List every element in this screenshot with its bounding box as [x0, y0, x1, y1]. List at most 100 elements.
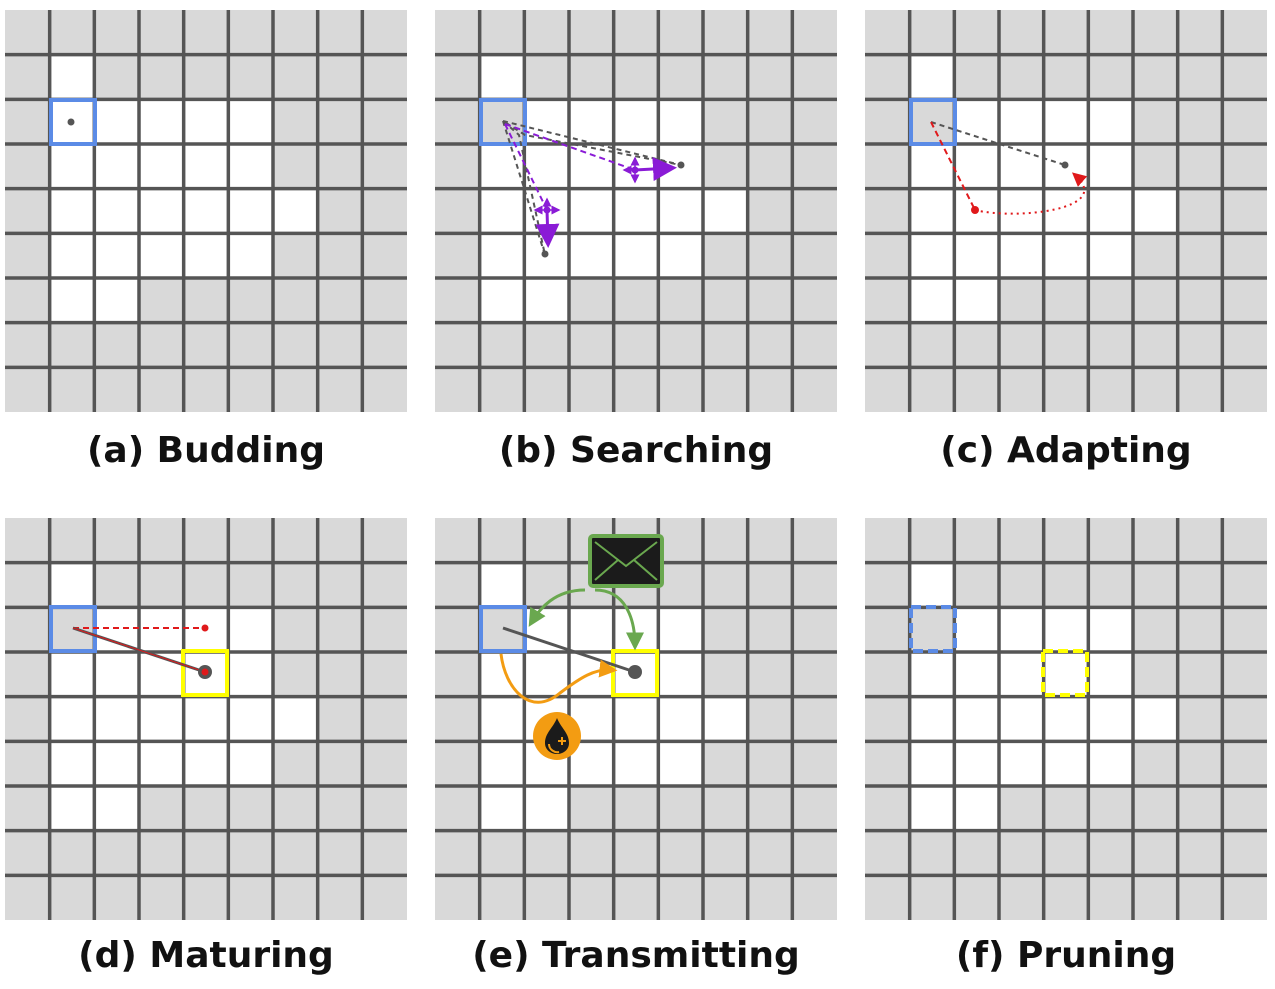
grid-cell: [703, 786, 748, 831]
pruned-target-highlight: [1041, 649, 1089, 697]
grid-cell: [273, 652, 318, 697]
grid-cell: [273, 696, 318, 742]
grid-cell: [139, 144, 184, 189]
grid-cell: [1222, 188, 1267, 234]
grid-cell: [435, 875, 480, 920]
grid-cell: [49, 696, 95, 742]
grid-cell: [954, 830, 999, 876]
grid-cell: [273, 188, 318, 234]
grid-cell: [703, 875, 748, 920]
grid-cell: [792, 99, 837, 144]
grid-cell: [792, 696, 837, 742]
grid-cell: [747, 741, 793, 786]
grid-cell: [658, 518, 703, 563]
grid-cell: [183, 696, 229, 742]
grid-cell: [999, 830, 1044, 876]
grid-cell: [1088, 367, 1133, 412]
grid-cell: [5, 830, 50, 876]
grid-cell: [183, 99, 229, 144]
grid-cell: [273, 562, 318, 608]
grid-cell: [1222, 233, 1267, 278]
grid-cell: [228, 188, 273, 234]
grid-cell: [362, 54, 407, 100]
grid-cell: [317, 54, 363, 100]
grid-cell: [94, 54, 139, 100]
grid-cell: [1043, 54, 1089, 100]
grid-cell: [747, 233, 793, 278]
grid-cell: [139, 99, 184, 144]
grid-cell: [5, 10, 50, 55]
grid-cell: [479, 278, 525, 323]
grid-cell: [435, 278, 480, 323]
grid-cell: [1133, 830, 1178, 876]
grid-cell: [865, 830, 910, 876]
grid-cell: [94, 562, 139, 608]
grid-cell: [999, 562, 1044, 608]
grid-cell: [317, 144, 363, 189]
grid-cell: [1177, 54, 1223, 100]
grid-cell: [569, 233, 614, 278]
grid-cell: [317, 830, 363, 876]
grid-cell: [658, 696, 703, 742]
grid-cell: [479, 875, 525, 920]
grid-cell: [865, 562, 910, 608]
grid-cell: [1088, 830, 1133, 876]
grid-cell: [1088, 10, 1133, 55]
grid-cell: [1088, 652, 1133, 697]
grid-cell: [183, 278, 229, 323]
grid-cell: [94, 875, 139, 920]
grid-cell: [792, 54, 837, 100]
grid-cell: [49, 652, 95, 697]
grid-cell: [747, 278, 793, 323]
grid-cell: [362, 278, 407, 323]
grid-cell: [909, 144, 955, 189]
grid-cell: [5, 518, 50, 563]
grid-cell: [49, 278, 95, 323]
soma-cell-highlight: [909, 98, 957, 146]
grid-cell: [658, 10, 703, 55]
grid-cell: [1088, 278, 1133, 323]
grid-cell: [94, 696, 139, 742]
grid-cell: [865, 607, 910, 652]
grid-cell: [1043, 786, 1089, 831]
grid-cell: [524, 367, 569, 412]
grid-cell: [362, 322, 407, 368]
grid-cell: [1043, 696, 1089, 742]
grid-cell: [139, 233, 184, 278]
grid-cell: [1088, 54, 1133, 100]
grid-cell: [1043, 875, 1089, 920]
grid-cell: [273, 322, 318, 368]
grid-cell: [479, 518, 525, 563]
grid-cell: [703, 54, 748, 100]
grid-cell: [1088, 875, 1133, 920]
grid-cell: [49, 875, 95, 920]
grid-cell: [94, 233, 139, 278]
grid-cell: [94, 367, 139, 412]
grid-cell: [479, 10, 525, 55]
grid-cell: [5, 652, 50, 697]
grid-cell: [139, 278, 184, 323]
grid-cell: [1222, 367, 1267, 412]
grid-cell: [613, 786, 659, 831]
grid-cell: [703, 99, 748, 144]
grid-cell: [435, 367, 480, 412]
grid-cell: [435, 652, 480, 697]
grid-cell: [5, 696, 50, 742]
grid-cell: [792, 830, 837, 876]
grid-cell: [228, 652, 273, 697]
grid-cell: [909, 367, 955, 412]
grid-cell: [49, 830, 95, 876]
grid-cell: [362, 607, 407, 652]
grid-cell: [479, 322, 525, 368]
panel-d-caption: (d) Maturing: [78, 935, 334, 976]
grid-cell: [1177, 144, 1223, 189]
grid-cell: [1133, 518, 1178, 563]
grid-cell: [5, 233, 50, 278]
soma-cell-highlight: [479, 98, 527, 146]
grid-cell: [317, 741, 363, 786]
grid-cell: [435, 322, 480, 368]
grid-cell: [703, 188, 748, 234]
grid-cell: [613, 10, 659, 55]
grid-cell: [954, 144, 999, 189]
grid-cell: [362, 830, 407, 876]
